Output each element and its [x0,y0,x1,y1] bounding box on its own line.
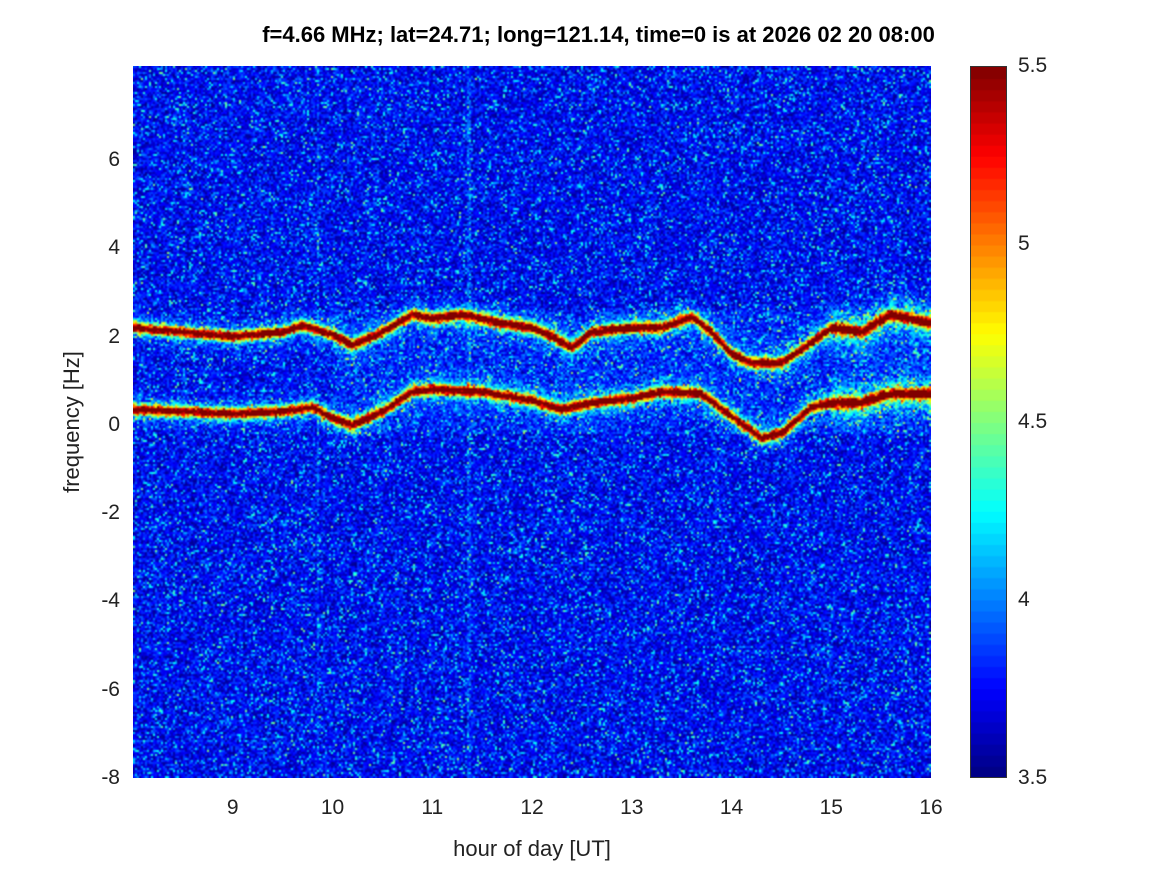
chart-title: f=4.66 MHz; lat=24.71; long=121.14, time… [262,22,935,47]
y-tick-label: -2 [101,501,120,525]
x-tick-label: 9 [226,796,239,819]
x-tick-label: 11 [421,796,444,819]
colorbar-tick-label: 4 [1018,588,1030,611]
spectrogram-plot-area [133,66,931,778]
y-tick-label: -4 [101,589,120,613]
x-tick-label: 12 [520,796,544,819]
y-tick-label: -6 [101,677,120,701]
x-axis-label: hour of day [UT] [453,836,611,861]
y-tick-label: 2 [108,324,120,348]
x-tick-label: 16 [919,796,943,819]
y-axis-label: frequency [Hz] [59,351,84,493]
colorbar [970,66,1007,778]
y-tick-label: 4 [108,236,120,260]
y-tick-label: -8 [101,766,120,789]
y-tick-label: 0 [108,412,120,436]
x-tick-label: 15 [819,796,843,819]
colorbar-tick-label: 4.5 [1018,410,1048,433]
colorbar-tick-label: 5 [1018,232,1030,255]
y-tick-label: 6 [108,148,120,172]
x-tick-label: 13 [620,796,644,819]
x-tick-label: 10 [320,796,345,819]
colorbar-tick-label: 3.5 [1018,766,1048,789]
x-tick-label: 14 [719,796,744,819]
colorbar-tick-label: 5.5 [1018,54,1048,77]
